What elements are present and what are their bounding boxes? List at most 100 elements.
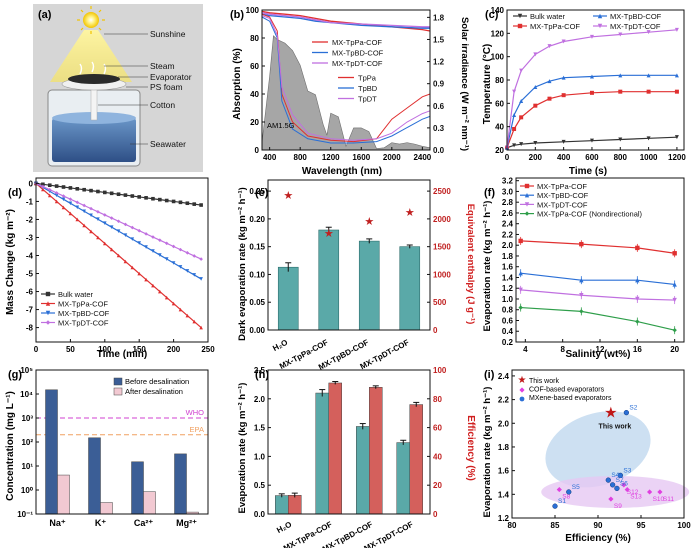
panel-f-y-tick-label: 2.8 (502, 198, 514, 207)
evaporation-rate-bar (275, 495, 289, 515)
evaporation-rate-bar (315, 392, 329, 515)
panel-b-y-tick-label: 20 (250, 118, 259, 127)
panel-h-y-tick-label: 0.0 (254, 510, 266, 519)
panel-h-plot: H₂OMX-TpPa-COFMX-TpBD-COFMX-TpDT-COF0.00… (254, 366, 447, 548)
panel-i-x-tick-label: 95 (637, 521, 646, 530)
panel-h-y-tick-label: 1.5 (254, 424, 266, 433)
temp-point (674, 27, 679, 32)
panel-f-y-tick-label: 1.6 (502, 263, 514, 272)
mass-point (82, 209, 86, 214)
salinity-point (518, 305, 523, 310)
mass-point (158, 253, 162, 257)
temp-point (589, 138, 594, 143)
mass-point (82, 187, 86, 192)
panel-g-legend-swatch (113, 377, 123, 386)
panel-b-x-tick-label: 2400 (413, 153, 431, 162)
panel-d-legend-label: Bulk water (58, 290, 94, 299)
mass-point (171, 244, 176, 249)
panel-h-y2-tick-label: 60 (433, 424, 442, 433)
panel-b-y2-tick-label: 0.0 (433, 146, 445, 155)
panel-f-y-tick-label: 0.6 (502, 316, 514, 325)
panel-f-legend-marker (524, 183, 530, 189)
after-desalination-bar (100, 502, 113, 515)
panel-d-ylabel: Mass Change (kg m⁻²) (5, 209, 16, 315)
before-desalination-bar (45, 389, 58, 515)
panel-h-y2label: Efficiency (%) (465, 415, 476, 481)
panel-e-y2-tick-label: 2000 (433, 215, 451, 224)
mass-point (68, 201, 73, 206)
panel-b-legend-label: MX-TpPa-COF (332, 38, 382, 47)
mass-point (192, 254, 197, 258)
panel-e-ylabel: Dark evaporation rate (kg m⁻² h⁻¹) (237, 187, 248, 341)
light-beam (50, 30, 132, 82)
temp-point (646, 89, 651, 94)
temp-point (674, 73, 679, 78)
mass-point (123, 233, 128, 237)
legend-diamond-icon (519, 387, 525, 393)
panel-c-tag: (c) (485, 9, 499, 21)
temp-point (618, 32, 623, 37)
panel-b-x-tick-label: 2000 (383, 153, 401, 162)
mass-point (171, 301, 176, 306)
panel-i-y-tick-label: 1.8 (498, 443, 510, 452)
mass-point (123, 259, 128, 264)
mass-point (82, 203, 86, 208)
efficiency-bar (409, 404, 423, 515)
who-label: WHO (186, 408, 204, 417)
mass-point (47, 193, 52, 198)
absorption-line-1 (261, 13, 430, 29)
panel-f-ylabel: Evaporation rate (kg m⁻² h⁻¹) (482, 201, 493, 332)
panel-i-y-tick-label: 1.6 (498, 467, 510, 476)
temp-point (589, 34, 594, 39)
mass-point (199, 203, 203, 207)
mass-point (103, 221, 107, 226)
panel-f-y-tick-label: 2.0 (502, 241, 514, 250)
mass-point (192, 273, 197, 277)
panel-f-x-tick-label: 4 (523, 345, 528, 354)
panel-g: (g) WHO EPA Na⁺ K⁺ Ca²⁺ Mg²⁺ 10⁻¹ 10⁰ 10¹ 10² 10³ 1… (5, 366, 209, 528)
panel-d-y-tick-label: 0 (29, 179, 34, 188)
absorption-line-5 (261, 15, 431, 141)
panel-c-legend-marker (517, 13, 523, 19)
panel-c-x-tick-label: 1000 (640, 153, 658, 162)
panel-b-x-tick-label: 400 (263, 153, 277, 162)
panel-f-plot: 4 8 12 16 20 0.2 0.4 0.60.8 1.0 1.2 1.41.6 1.8 2.0 2.… (502, 177, 685, 354)
panel-c-y-tick-label: 60 (495, 99, 504, 108)
temp-point (618, 137, 623, 142)
panel-b-x-tick-label: 800 (294, 153, 308, 162)
epa-label: EPA (190, 425, 204, 434)
panel-b-y2-tick-label: 0.6 (433, 102, 445, 111)
mass-point (116, 192, 121, 197)
panel-g-y-tick-label: 10⁰ (21, 486, 34, 495)
temp-point (519, 142, 524, 147)
panel-b-y-tick-label: 0 (255, 146, 260, 155)
salinity-line-3 (520, 306, 675, 331)
panel-h-y-tick-label: 1.0 (254, 452, 266, 461)
absorption-line-0 (261, 10, 431, 32)
panel-e-plot: ★H₂O★MX-TpPa-COF★MX-TpBD-COF★MX-TpDT-COF… (249, 179, 451, 372)
panel-a: (a) Sunshine Steam Evaporator PS foa (33, 4, 203, 172)
panel-b-frame (261, 9, 431, 151)
mass-point (199, 325, 203, 330)
mass-point (144, 277, 148, 282)
panel-d-plot: 0 50 100 150 200 250 0 -1 -2 -3 -4 -5 -6 -7 -8 Bulk wat… (26, 177, 215, 354)
temp-point (547, 96, 552, 101)
mass-point (96, 235, 100, 240)
mass-point (151, 196, 155, 201)
enthalpy-star: ★ (283, 190, 293, 202)
salinity-point (518, 238, 523, 244)
panel-b-y2-tick-label: 1.8 (433, 13, 445, 22)
panel-e-frame (267, 179, 431, 331)
panel-b-y-tick-label: 100 (246, 6, 260, 15)
panel-f-legend-label: MX-TpBD-COF (537, 191, 589, 200)
panel-g-plot: WHO EPA Na⁺ K⁺ Ca²⁺ Mg²⁺ 10⁻¹ 10⁰ 10¹ 10² 10³ 10⁴ 10… (17, 366, 209, 528)
mxene-point-label: S6 (620, 480, 628, 487)
temp-point (512, 143, 517, 148)
mass-point (151, 235, 155, 239)
mass-point (75, 205, 80, 210)
temp-point (561, 93, 566, 98)
mass-point (96, 209, 100, 214)
temp-point (533, 103, 538, 108)
temp-point (512, 127, 517, 131)
